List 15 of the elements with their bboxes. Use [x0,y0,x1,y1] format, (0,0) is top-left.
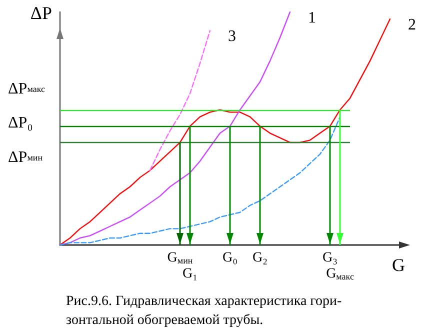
x-tick-label: G₃ [322,250,338,266]
ref-line-label: ΔPмин [8,148,43,166]
series-label: 1 [308,10,316,26]
x-tick-label: G₁ [182,266,198,282]
ref-line-label: ΔPмакс [8,80,45,98]
x-tick-label: Gмин [167,250,193,266]
x-tick-label: G₀ [222,250,238,266]
series-label: 2 [408,16,416,34]
x-axis-title: G [392,255,405,275]
ref-line-label: ΔP₀ [8,114,33,132]
x-tick-label: G₂ [252,250,268,266]
series-label: 3 [228,28,236,46]
text: Рис.9.6. Гидравлическая характеристика гори- зонтальной обогреваемой трубы. [66,294,342,328]
x-tick-label: Gмакс [326,266,354,282]
y-axis-title: ΔP [30,3,52,23]
